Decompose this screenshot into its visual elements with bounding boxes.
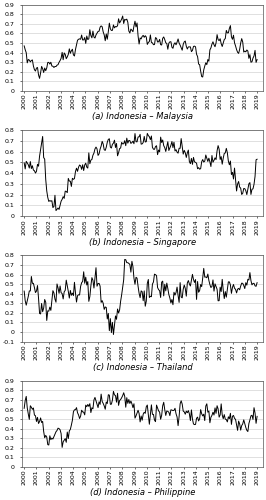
X-axis label: (a) Indonesia – Malaysia: (a) Indonesia – Malaysia (92, 112, 193, 121)
X-axis label: (b) Indonesia – Singapore: (b) Indonesia – Singapore (89, 238, 196, 246)
X-axis label: (c) Indonesia – Thailand: (c) Indonesia – Thailand (93, 363, 192, 372)
X-axis label: (d) Indonesia – Philippine: (d) Indonesia – Philippine (90, 488, 195, 497)
